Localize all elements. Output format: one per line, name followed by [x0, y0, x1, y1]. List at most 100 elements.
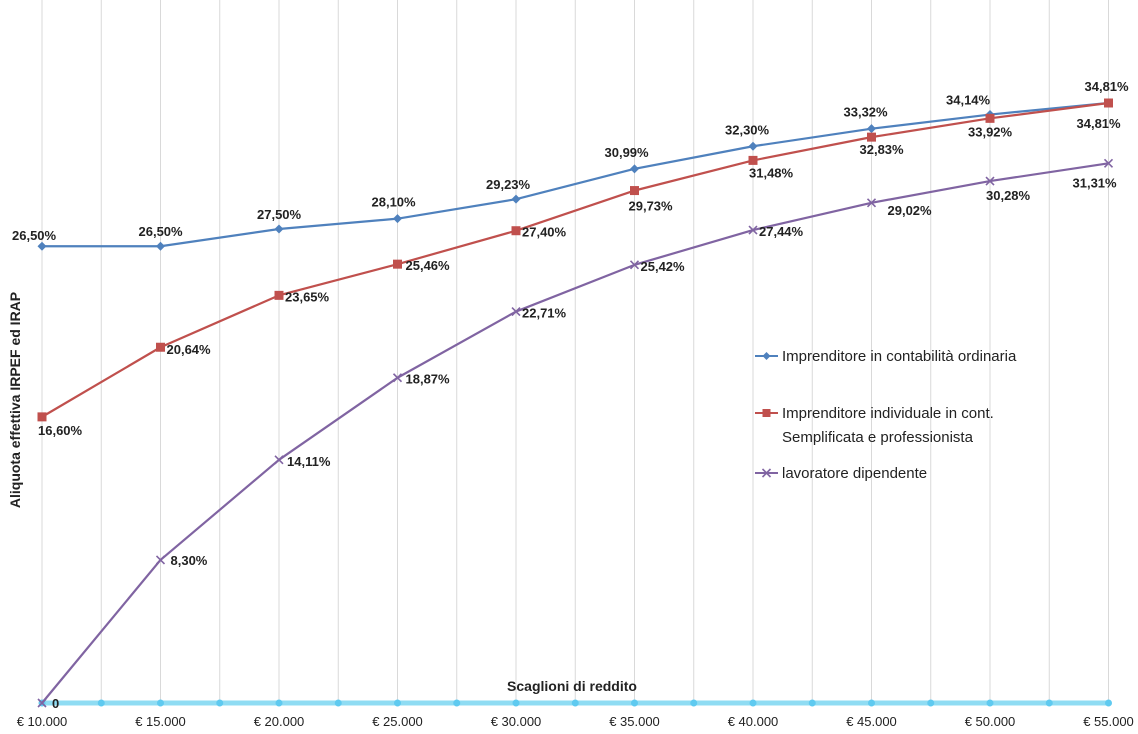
data-point	[985, 113, 995, 123]
x-axis-tick	[571, 699, 579, 707]
data-point	[274, 455, 284, 465]
data-label: 18,87%	[406, 372, 451, 387]
data-point	[156, 342, 165, 352]
data-label: 34,81%	[1077, 116, 1122, 131]
data-label: 28,10%	[372, 195, 417, 210]
data-label: 26,50%	[12, 228, 57, 243]
data-point	[985, 176, 995, 186]
data-label: 0	[52, 696, 59, 711]
legend-label-series-2-line2: Semplificata e professionista	[782, 429, 974, 446]
data-label: 22,71%	[522, 306, 567, 321]
data-point	[511, 306, 521, 317]
data-label: 8,30%	[171, 553, 208, 568]
data-point	[511, 226, 521, 236]
data-label: 20,64%	[167, 342, 212, 357]
x-tick-label: € 20.000	[254, 714, 305, 729]
series-line-2	[41, 101, 1109, 418]
data-label: 25,46%	[406, 258, 451, 273]
series-line-3	[41, 162, 1109, 704]
data-label: 34,14%	[946, 93, 991, 108]
x-tick-label: € 30.000	[491, 714, 542, 729]
y-axis-title: Aliquota effettiva IRPEF ed IRAP	[7, 292, 23, 508]
data-label: 29,23%	[486, 177, 531, 192]
data-label: 23,65%	[285, 289, 330, 304]
x-axis-tick	[216, 699, 224, 707]
x-axis: € 10.000 € 15.000 € 20.000 € 25.000 € 30.000…	[17, 699, 1134, 729]
data-point	[392, 373, 403, 383]
series	[37, 98, 1114, 708]
legend-label-series-2-line1: Imprenditore individuale in cont.	[782, 405, 994, 422]
x-axis-title: Scaglioni di reddito	[507, 678, 637, 694]
data-label: 30,99%	[605, 145, 650, 160]
data-labels: 26,50% 26,50% 27,50% 28,10% 29,23% 30,99% 32,3…	[12, 79, 1129, 711]
data-label: 29,02%	[888, 203, 933, 218]
data-label: 32,83%	[860, 142, 905, 157]
data-label: 32,30%	[725, 122, 770, 137]
data-point	[393, 214, 402, 224]
x-axis-tick	[97, 699, 105, 707]
x-tick-label: € 45.000	[846, 714, 897, 729]
x-marker-icon	[761, 468, 772, 478]
x-axis-tick	[631, 699, 638, 707]
square-marker-icon	[762, 409, 771, 417]
data-label: 26,50%	[139, 224, 184, 239]
x-axis-tick	[986, 699, 994, 707]
x-axis-tick	[749, 699, 757, 707]
data-point	[867, 124, 876, 134]
data-label: 31,31%	[1073, 175, 1118, 190]
x-axis-tick	[394, 699, 401, 707]
data-point	[37, 698, 47, 708]
x-axis-tick	[453, 699, 461, 707]
x-axis-tick	[808, 699, 816, 707]
data-label: 25,42%	[641, 259, 686, 274]
x-tick-label: € 25.000	[372, 714, 423, 729]
data-point	[629, 260, 640, 270]
data-point	[511, 194, 521, 204]
data-point	[155, 555, 166, 565]
data-point	[393, 259, 402, 269]
series-line-1	[42, 101, 1109, 248]
x-axis-tick	[157, 699, 164, 707]
x-axis-tick	[927, 699, 935, 707]
data-label: 31,48%	[749, 165, 794, 180]
data-point	[748, 225, 758, 235]
data-point	[1104, 98, 1113, 108]
x-axis-tick	[1045, 699, 1053, 707]
x-tick-label: € 10.000	[17, 714, 68, 729]
data-label: 27,50%	[257, 207, 302, 222]
data-label: 33,92%	[968, 124, 1013, 139]
x-axis-tick	[275, 699, 283, 707]
x-tick-label: € 35.000	[609, 714, 660, 729]
data-point	[867, 132, 876, 142]
data-label: 33,32%	[844, 105, 889, 120]
x-axis-tick	[512, 699, 520, 707]
legend-item-series-1: Imprenditore in contabilità ordinaria	[755, 348, 1017, 365]
x-tick-label: € 15.000	[135, 714, 186, 729]
legend-item-series-3: lavoratore dipendente	[755, 465, 927, 482]
data-point	[630, 164, 639, 174]
x-axis-tick	[334, 699, 342, 707]
data-point	[156, 241, 165, 251]
data-label: 14,11%	[287, 454, 331, 469]
diamond-marker-icon	[762, 352, 771, 360]
data-point	[274, 290, 284, 300]
data-point	[1103, 158, 1114, 168]
data-label: 27,44%	[759, 224, 804, 239]
gridlines	[41, 0, 1109, 703]
data-label: 34,81%	[1085, 79, 1130, 94]
data-point	[630, 186, 639, 196]
data-label: 30,28%	[986, 188, 1031, 203]
data-label: 29,73%	[629, 199, 674, 214]
legend-label-series-1: Imprenditore in contabilità ordinaria	[782, 348, 1017, 365]
data-point	[274, 224, 284, 234]
data-point	[748, 155, 758, 165]
data-point	[866, 198, 877, 208]
legend-label-series-3: lavoratore dipendente	[782, 465, 927, 482]
x-axis-tick	[1105, 699, 1112, 707]
data-point	[748, 141, 758, 151]
data-point	[37, 241, 47, 251]
data-label: 16,60%	[38, 423, 83, 438]
data-point	[37, 412, 47, 422]
x-tick-label: € 55.000	[1083, 714, 1134, 729]
